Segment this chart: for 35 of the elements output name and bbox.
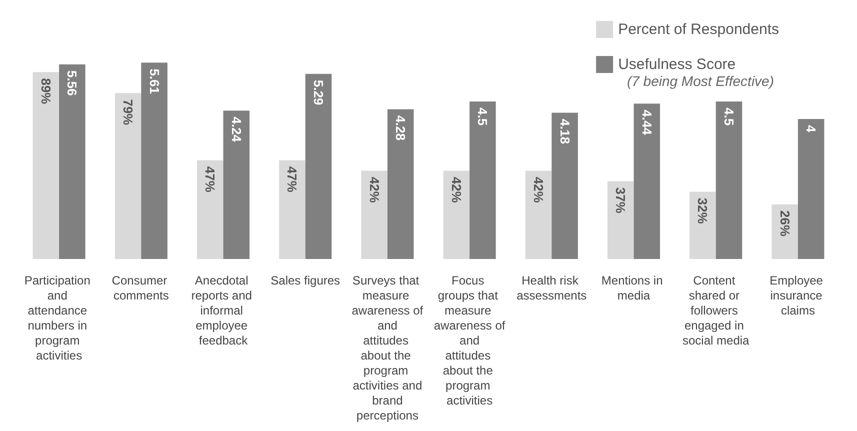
data-label: 5.56 [64, 70, 80, 96]
x-tick-label: Content shared or followers engaged in social media [682, 274, 750, 348]
data-label: 4.44 [639, 110, 654, 136]
data-label: 42% [531, 176, 546, 204]
data-label: 42% [366, 176, 382, 204]
x-tick-label: Mentions in media [601, 274, 666, 302]
x-tick-label: Consumer comments [112, 274, 170, 302]
data-label: 26% [777, 210, 792, 237]
data-label: 5.29 [310, 80, 326, 106]
data-label: 4.28 [393, 115, 408, 141]
data-label: 47% [284, 166, 300, 193]
data-label: 4.18 [557, 118, 572, 144]
data-label: 5.61 [146, 68, 162, 94]
data-label: 37% [613, 187, 628, 214]
data-label: 32% [695, 198, 710, 224]
data-label: 4.5 [475, 108, 490, 126]
x-tick-label: Anecdotal reports and informal employee feedback [191, 274, 256, 348]
x-tick-label: Employee insurance claims [770, 274, 826, 318]
data-label: 42% [448, 176, 464, 204]
x-tick-label: Sales figures [270, 274, 340, 288]
bar [798, 119, 824, 259]
annotation: (7 being Most Effective) [626, 73, 774, 89]
x-tick-label: Participation and attendance numbers in program activities [24, 274, 94, 362]
data-label: 79% [120, 99, 136, 126]
data-label: 4.5 [721, 108, 736, 126]
legend-label: Percent of Respondents [618, 21, 779, 38]
data-label: 47% [202, 166, 218, 193]
x-tick-label: Health risk assessments [516, 274, 587, 302]
category-label: Focus groups that measure awareness of and attitudes about the program activities [434, 274, 506, 408]
data-label: 89% [38, 78, 54, 105]
bar [716, 102, 742, 259]
data-label: 4.24 [228, 116, 244, 143]
legend-label: Usefulness Score [618, 56, 736, 73]
category-label: Surveys that measure awareness of and attitudes about the program activities and brand perceptions [352, 274, 424, 422]
data-label: 4 [804, 125, 819, 133]
